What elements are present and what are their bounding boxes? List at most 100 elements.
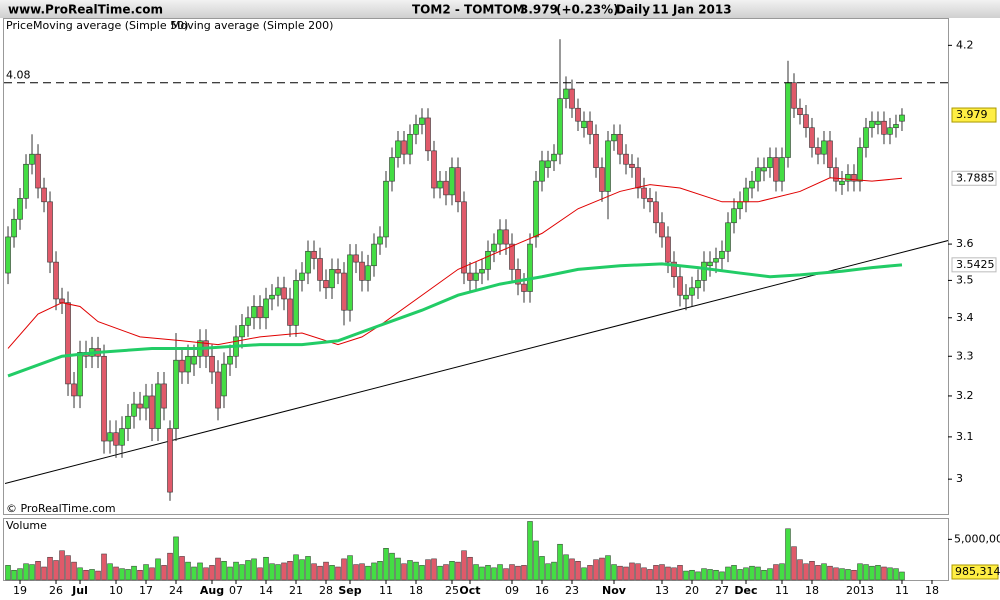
x-tick-label: 21 bbox=[289, 584, 303, 597]
volume-bar bbox=[281, 562, 287, 581]
x-tick-label: 20 bbox=[685, 584, 699, 597]
candle-body bbox=[623, 153, 629, 165]
volume-bar bbox=[221, 561, 227, 581]
candle-body bbox=[635, 167, 641, 189]
candle-body bbox=[389, 157, 395, 182]
candle-body bbox=[113, 432, 119, 446]
period: Daily bbox=[616, 3, 650, 17]
site-name: www.ProRealTime.com bbox=[8, 3, 163, 17]
volume-bar bbox=[377, 561, 383, 581]
candle-body bbox=[413, 124, 419, 135]
volume-bar bbox=[359, 563, 365, 581]
volume-bar bbox=[353, 564, 359, 581]
volume-bar bbox=[767, 568, 773, 581]
x-tick-label: 14 bbox=[259, 584, 273, 597]
volume-bar bbox=[605, 555, 611, 581]
candle-body bbox=[251, 306, 257, 319]
candle-body bbox=[155, 383, 161, 429]
volume-bar bbox=[713, 569, 719, 581]
candle-body bbox=[893, 124, 899, 129]
volume-bar bbox=[47, 556, 53, 581]
volume-bar bbox=[299, 559, 305, 581]
candle-body bbox=[167, 428, 173, 493]
candle-body bbox=[17, 198, 23, 220]
candle-body bbox=[479, 269, 485, 274]
candle-body bbox=[881, 120, 887, 135]
candle-body bbox=[161, 383, 167, 409]
x-tick-label: 24 bbox=[169, 584, 183, 597]
candle-body bbox=[701, 261, 707, 281]
candle-body bbox=[521, 283, 527, 292]
candle-body bbox=[425, 117, 431, 152]
candle-body bbox=[365, 265, 371, 281]
y-tick-label: 4.2 bbox=[956, 38, 974, 51]
candle-body bbox=[383, 180, 389, 238]
candle-body bbox=[527, 243, 533, 292]
volume-bar bbox=[893, 568, 899, 581]
candle-body bbox=[779, 157, 785, 182]
candle-body bbox=[617, 133, 623, 155]
x-tick-label: 16 bbox=[535, 584, 549, 597]
volume-bar bbox=[371, 562, 377, 581]
volume-bar bbox=[581, 567, 587, 581]
volume-bar bbox=[881, 566, 887, 581]
candle-body bbox=[185, 355, 191, 373]
volume-bar bbox=[521, 565, 527, 581]
candle-body bbox=[101, 355, 107, 442]
volume-bar bbox=[617, 565, 623, 581]
reference-label: 4.08 bbox=[6, 69, 31, 82]
candle-body bbox=[791, 82, 797, 109]
volume-bar bbox=[113, 566, 119, 581]
volume-bar bbox=[131, 565, 137, 581]
candle-body bbox=[173, 359, 179, 429]
volume-bar bbox=[515, 565, 521, 581]
volume-bar bbox=[737, 569, 743, 581]
candle-body bbox=[641, 187, 647, 199]
candle-body bbox=[431, 150, 437, 189]
volume-bar bbox=[845, 569, 851, 581]
volume-bar bbox=[629, 562, 635, 581]
volume-bar bbox=[425, 559, 431, 581]
candle-body bbox=[377, 236, 383, 245]
volume-bar bbox=[689, 569, 695, 581]
x-tick-label: 13 bbox=[655, 584, 669, 597]
candle-body bbox=[719, 250, 725, 259]
volume-bar bbox=[437, 565, 443, 581]
x-tick-label: 11 bbox=[895, 584, 909, 597]
volume-bar bbox=[749, 565, 755, 581]
volume-bar bbox=[533, 540, 539, 581]
x-tick-label: 17 bbox=[139, 584, 153, 597]
candle-body bbox=[593, 133, 599, 168]
volume-bar bbox=[215, 557, 221, 581]
volume-bar bbox=[449, 561, 455, 581]
x-tick-label: 27 bbox=[715, 584, 729, 597]
volume-bar bbox=[641, 567, 647, 581]
candle-body bbox=[257, 306, 263, 319]
candle-body bbox=[455, 167, 461, 203]
volume-bar bbox=[269, 563, 275, 581]
volume-bar bbox=[137, 569, 143, 581]
volume-bar bbox=[671, 567, 677, 581]
volume-bar bbox=[725, 566, 731, 581]
volume-bar bbox=[635, 563, 641, 581]
x-tick-label: Dec bbox=[734, 584, 757, 597]
x-tick-label: Oct bbox=[459, 584, 480, 597]
y-tick-label: 3.3 bbox=[956, 349, 974, 362]
volume-bar bbox=[233, 561, 239, 581]
volume-bar bbox=[203, 567, 209, 581]
candle-body bbox=[245, 317, 251, 326]
volume-bar bbox=[731, 565, 737, 581]
volume-bar bbox=[785, 528, 791, 581]
volume-bar bbox=[869, 565, 875, 581]
candle-body bbox=[839, 180, 845, 185]
candle-body bbox=[23, 163, 29, 199]
moving-average-line bbox=[7, 177, 903, 349]
price-legend: Price bbox=[6, 19, 33, 32]
candle-body bbox=[869, 120, 875, 129]
candle-body bbox=[143, 395, 149, 409]
candle-body bbox=[821, 140, 827, 155]
volume-bar bbox=[647, 569, 653, 581]
volume-bar bbox=[719, 571, 725, 581]
candle-body bbox=[785, 82, 791, 158]
x-tick-label: 11 bbox=[775, 584, 789, 597]
